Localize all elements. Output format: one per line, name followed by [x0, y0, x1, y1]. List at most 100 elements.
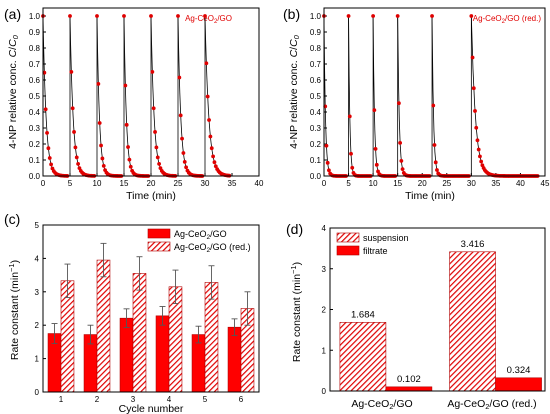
panel-a-xtick-label: 40: [255, 179, 264, 188]
panel-a-data-point: [207, 118, 211, 122]
panel-b-chart: (b) 4-NP relative conc. C/C0 Time (min) …: [283, 6, 550, 202]
panel-c-frame: [42, 224, 260, 393]
panel-d-bar-suspension: [449, 251, 496, 392]
panel-d-value-label: 3.416: [461, 239, 485, 250]
panel-c-xtick-label: 2: [95, 395, 100, 404]
panel-a-data-point: [68, 14, 72, 18]
panel-b-data-point: [432, 143, 437, 147]
panel-b-decay-line: [372, 15, 397, 177]
panel-b-data-point: [431, 103, 436, 108]
panel-a-xtick-label: 25: [174, 179, 183, 188]
panel-b-data-point: [373, 146, 378, 151]
panel-d-bar-filtrate: [495, 377, 542, 392]
panel-a-decay-line: [150, 15, 176, 177]
panel-a-data-point: [99, 143, 103, 148]
panel-c-label: (c): [4, 211, 20, 227]
panel-d-value-label: 0.102: [397, 374, 421, 385]
panel-d-ytick-label: 0: [322, 387, 327, 396]
panel-a-ylabel: 4-NP relative conc. C/C0: [7, 34, 20, 149]
panel-a-decay-line: [96, 15, 122, 177]
panel-b-data-point: [350, 165, 355, 170]
panel-a-data-point: [213, 164, 218, 169]
panel-a-data-point: [76, 161, 80, 166]
panel-b-data-point: [479, 159, 484, 164]
panel-a-xtick-label: 35: [228, 179, 237, 188]
legend-label-suspension: suspension: [363, 233, 409, 243]
panel-a-ytick-label: 0.9: [29, 28, 41, 37]
panel-b-xtick-label: 40: [516, 179, 525, 188]
panel-b-data-point: [400, 167, 405, 172]
panel-a-data-point: [128, 164, 133, 169]
panel-a-data-point: [150, 70, 155, 74]
panel-b-xtick-label: 10: [369, 179, 378, 188]
panel-b-ytick-label: 0.6: [310, 76, 322, 85]
panel-b-data-point: [398, 140, 403, 145]
legend-label-ag-ceo2-go-red: Ag-CeO2/GO (red.): [174, 242, 251, 254]
panel-c-ytick-label: 1: [35, 355, 40, 364]
panel-a-data-point: [212, 160, 217, 165]
panel-c-bar-plain: [227, 326, 242, 393]
panel-b-ytick-label: 0.7: [310, 60, 322, 69]
panel-d-ytick-label: 4: [322, 224, 327, 233]
panel-b-data-point: [346, 14, 351, 18]
panel-b-data-point: [324, 143, 329, 148]
panel-a-data-point: [101, 163, 106, 168]
panel-b-data-point: [347, 114, 352, 119]
panel-b-data-point: [430, 14, 434, 18]
panel-b-data-point: [476, 147, 481, 152]
panel-a-ytick-label: 0.6: [29, 76, 41, 85]
panel-a-data-point: [69, 70, 74, 74]
panel-b-ytick-label: 0.3: [310, 124, 322, 133]
panel-a-data-point: [178, 113, 183, 118]
panel-d-category-1: Ag-CeO2/GO: [351, 398, 412, 411]
panel-b-decay-line: [348, 15, 372, 177]
panel-b-ytick-label: 0.8: [310, 44, 322, 53]
panel-a-data-point: [154, 145, 159, 150]
panel-b-data-point: [327, 168, 331, 173]
panel-a-xtick-label: 5: [68, 179, 73, 188]
panel-a-data-point: [49, 162, 53, 167]
panel-a-data-point: [45, 131, 49, 135]
panel-a-data-point: [72, 130, 76, 134]
panel-a-data-point: [182, 159, 187, 164]
panel-b-xtick-label: 5: [346, 179, 351, 188]
panel-b-ytick-label: 0.5: [310, 92, 322, 101]
panel-a-data-point: [126, 145, 130, 149]
panel-d-bar-filtrate: [385, 386, 433, 392]
panel-a-data-point: [180, 136, 184, 141]
panel-b-data-point: [395, 14, 400, 18]
panel-a-data-point: [157, 161, 162, 166]
panel-a-data-point: [177, 75, 182, 80]
panel-b-ylabel: 4-NP relative conc. C/C0: [288, 34, 301, 149]
panel-a-xtick-label: 0: [41, 179, 46, 188]
panel-a-data-point: [47, 156, 52, 160]
panel-a-data-point: [100, 156, 105, 161]
panel-c-legend: Ag-CeO2/GO Ag-CeO2/GO (red.): [147, 228, 251, 254]
panel-a-data-point: [205, 94, 210, 99]
panel-c-chart: (c) Rate constant (min−1) Cycle number 0…: [4, 211, 260, 414]
legend-swatch-suspension: [336, 232, 360, 243]
panel-c-bar-plain: [119, 317, 134, 393]
panel-d-ytick-label: 2: [322, 306, 327, 315]
panel-a-data-point: [124, 122, 129, 127]
panel-b-xtick-label: 0: [322, 179, 327, 188]
panel-b-data-point: [371, 14, 376, 18]
panel-b-xtick-label: 20: [418, 179, 427, 188]
legend-swatch-hatched: [147, 241, 171, 252]
panel-b-label: (b): [283, 6, 300, 22]
panel-c-ytick-label: 4: [35, 254, 40, 263]
panel-c-bar-plain: [155, 315, 170, 393]
panel-a-data-point: [149, 14, 153, 18]
panel-a-xlabel: Time (min): [126, 190, 176, 202]
panel-b-data-point: [396, 101, 401, 106]
panel-a-ytick-label: 0.0: [29, 172, 41, 181]
panel-b-data-point: [475, 138, 480, 143]
panel-a-data-point: [155, 155, 160, 160]
panel-a-decay-line: [177, 15, 203, 177]
panel-b-xlabel: Time (min): [405, 190, 455, 202]
panel-a-ytick-label: 1.0: [29, 12, 41, 21]
panel-a-ytick-label: 0.2: [29, 140, 41, 149]
panel-d-category-2: Ag-CeO2/GO (red.): [447, 398, 536, 411]
panel-b-data-point: [473, 109, 477, 113]
